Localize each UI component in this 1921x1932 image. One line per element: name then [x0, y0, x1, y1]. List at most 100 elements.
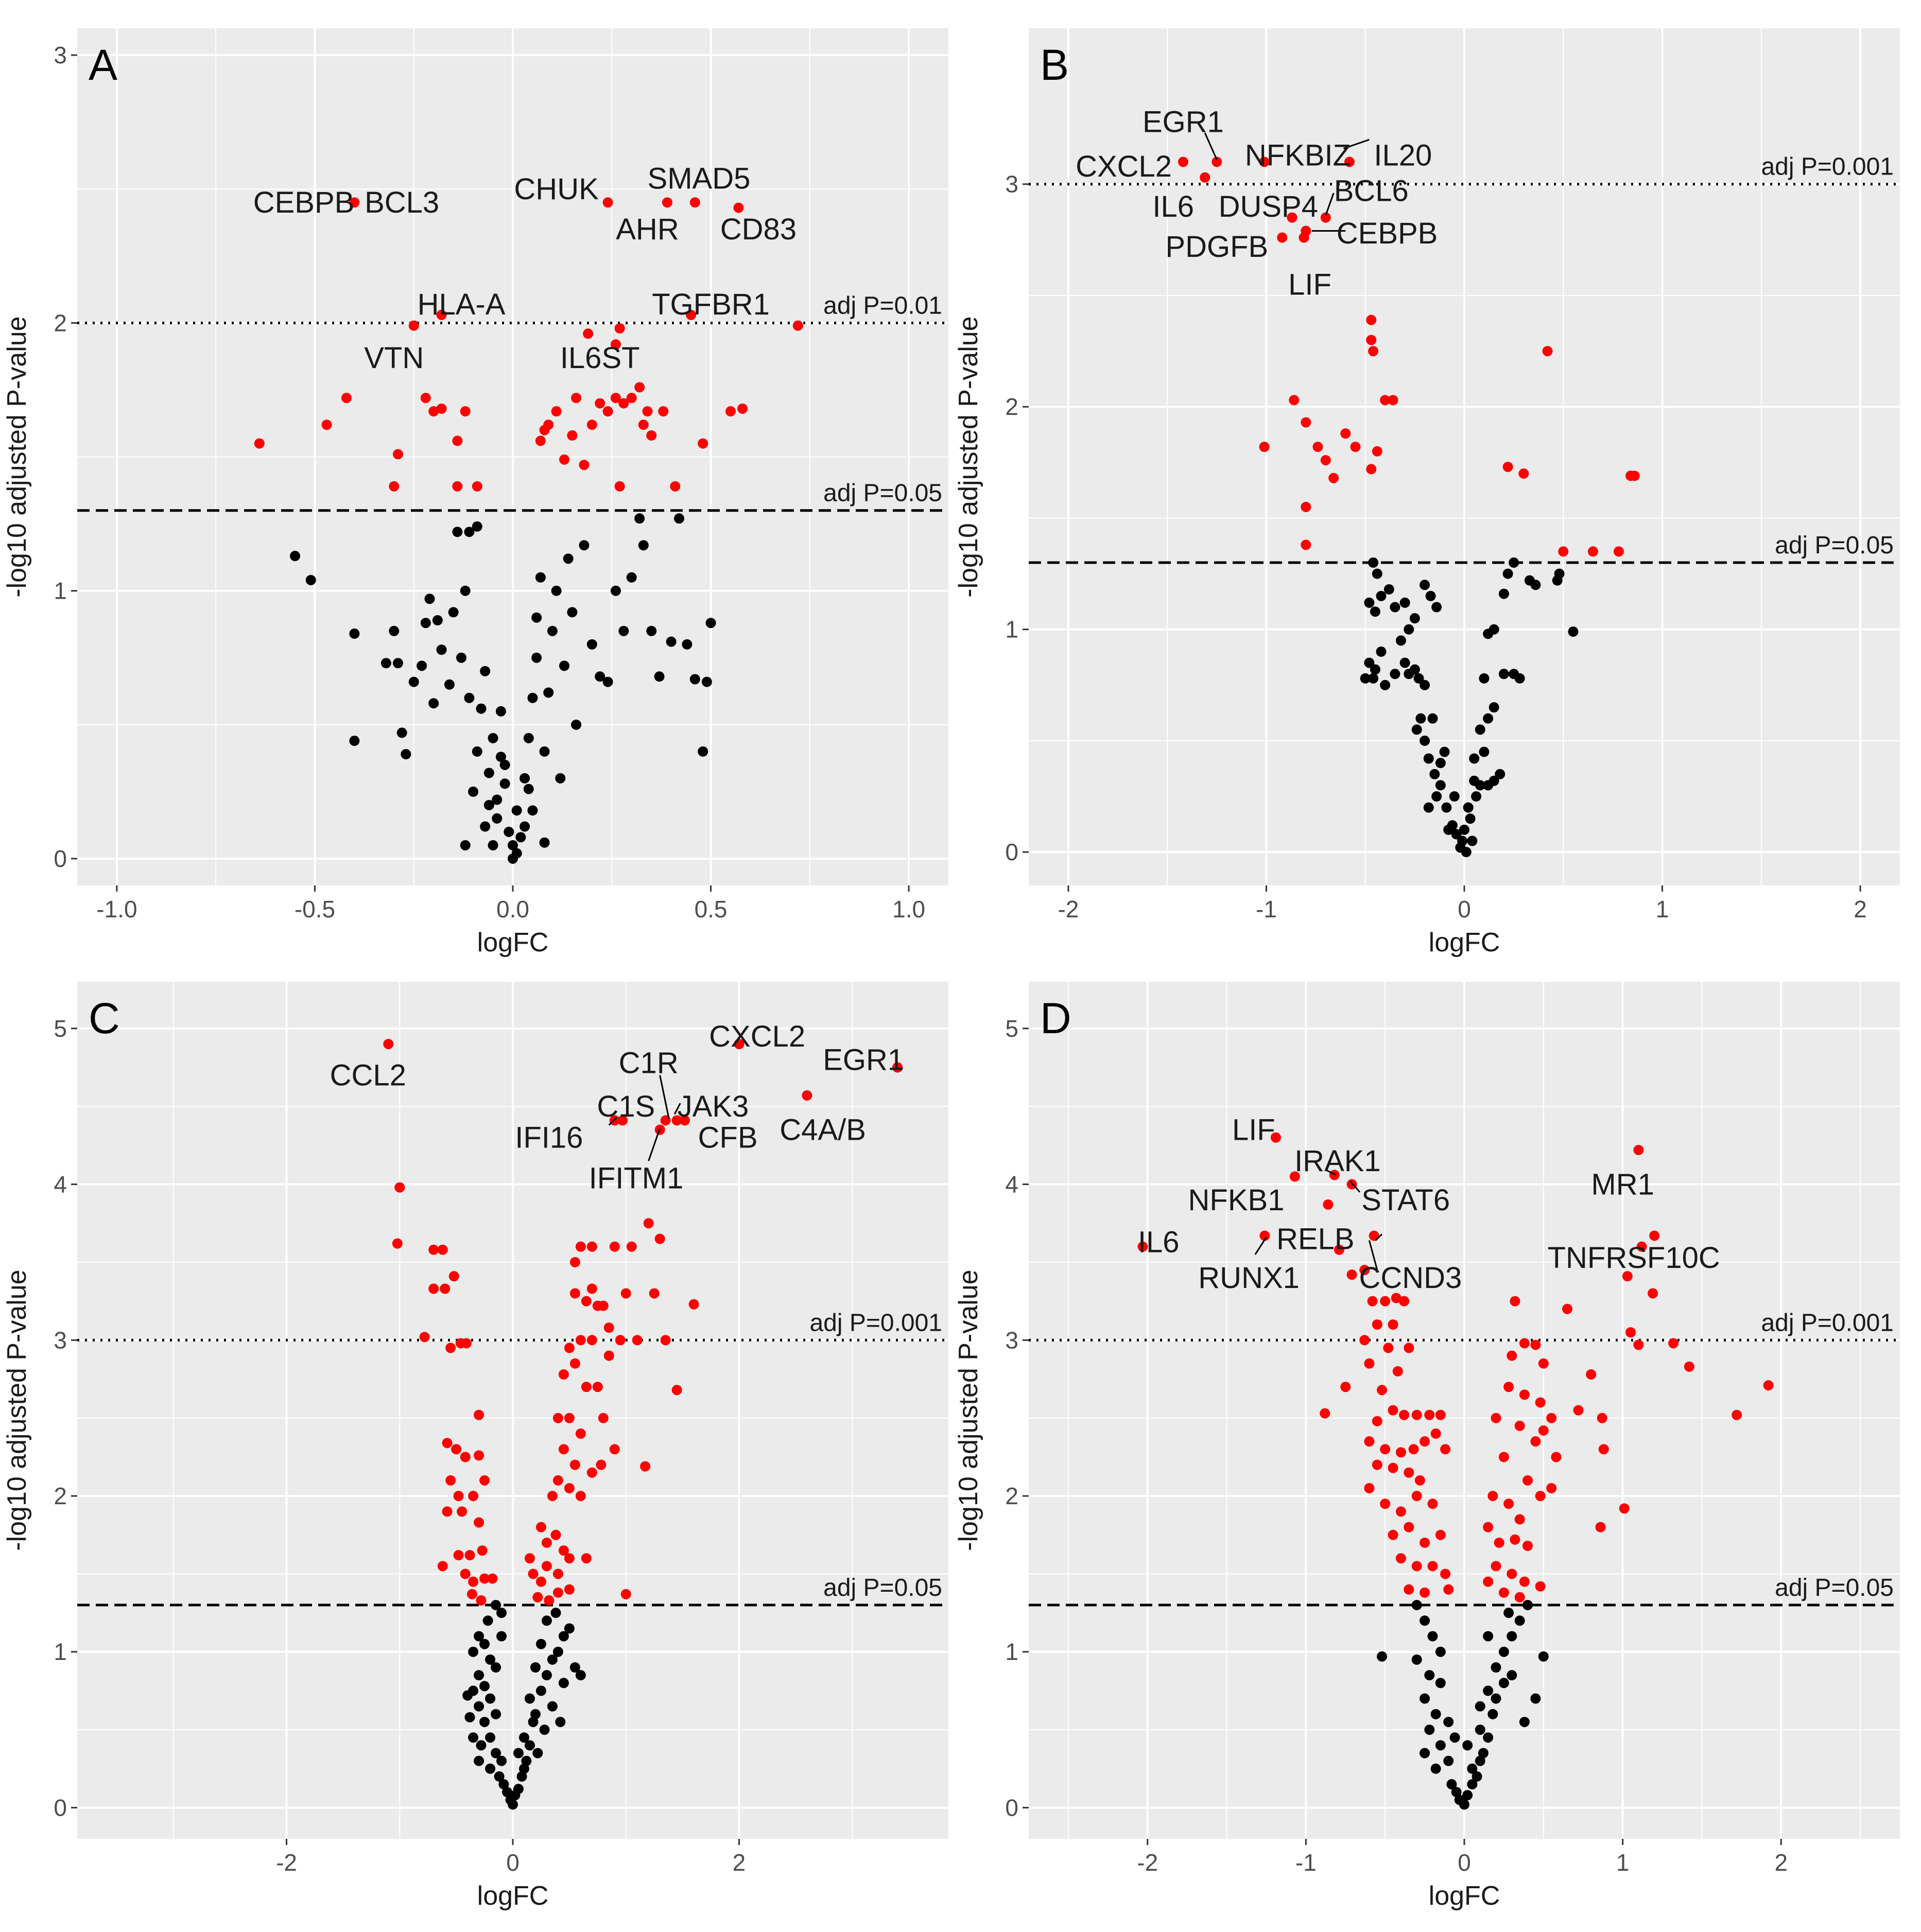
- nonsignificant-point: [476, 703, 487, 714]
- nonsignificant-point: [1435, 780, 1446, 791]
- significant-point: [1399, 1296, 1410, 1307]
- significant-point: [586, 1467, 597, 1478]
- significant-point: [254, 438, 265, 449]
- label-leader-line: [673, 1103, 681, 1115]
- x-tick-label: 1: [1656, 896, 1669, 923]
- significant-point: [598, 1413, 609, 1423]
- significant-point: [642, 406, 653, 417]
- nonsignificant-point: [547, 1701, 558, 1712]
- nonsignificant-point: [701, 676, 712, 687]
- significant-point: [1443, 1584, 1454, 1595]
- nonsignificant-point: [1465, 813, 1476, 824]
- significant-point: [670, 481, 681, 492]
- significant-point: [524, 1553, 535, 1564]
- significant-point: [1340, 1382, 1351, 1393]
- significant-point: [689, 197, 700, 208]
- nonsignificant-point: [508, 1799, 518, 1810]
- nonsignificant-point: [1411, 1654, 1422, 1665]
- significant-point: [532, 1592, 543, 1603]
- significant-point: [1542, 346, 1553, 357]
- nonsignificant-point: [552, 1646, 563, 1657]
- nonsignificant-point: [1498, 588, 1509, 599]
- significant-point: [1507, 1569, 1517, 1579]
- nonsignificant-point: [432, 615, 443, 625]
- nonsignificant-point: [1390, 602, 1400, 613]
- nonsignificant-point: [1498, 1678, 1509, 1689]
- nonsignificant-point: [498, 1779, 509, 1790]
- significant-point: [581, 1553, 592, 1564]
- significant-point: [1487, 1491, 1498, 1501]
- panel-letter: B: [1040, 41, 1069, 89]
- nonsignificant-point: [495, 752, 506, 762]
- significant-point: [1377, 1385, 1388, 1396]
- gene-label: C4A/B: [780, 1113, 866, 1147]
- threshold-label: adj P=0.01: [823, 292, 942, 319]
- threshold-label: adj P=0.001: [1761, 153, 1894, 181]
- significant-point: [1522, 1475, 1533, 1486]
- significant-point: [1587, 546, 1598, 557]
- nonsignificant-point: [485, 1654, 496, 1665]
- nonsignificant-point: [464, 527, 475, 537]
- significant-point: [452, 481, 463, 492]
- nonsignificant-point: [539, 746, 550, 757]
- significant-point: [1503, 1499, 1514, 1509]
- nonsignificant-point: [527, 805, 538, 816]
- nonsignificant-point: [1472, 1771, 1482, 1782]
- nonsignificant-point: [1495, 769, 1505, 779]
- nonsignificant-point: [491, 1599, 501, 1610]
- significant-point: [451, 1444, 462, 1455]
- x-tick-label: -0.5: [295, 896, 335, 923]
- significant-point: [541, 1561, 552, 1572]
- significant-point: [1435, 1529, 1446, 1540]
- significant-point: [802, 1090, 812, 1101]
- gene-label: IRAK1: [1294, 1144, 1381, 1178]
- y-tick-label: 5: [54, 1015, 67, 1042]
- nonsignificant-point: [1507, 1670, 1517, 1681]
- significant-point: [733, 202, 744, 213]
- nonsignificant-point: [1483, 1732, 1494, 1743]
- gene-label: CD83: [720, 213, 797, 246]
- significant-point: [1558, 546, 1569, 557]
- significant-point: [1388, 1529, 1398, 1540]
- significant-point: [579, 460, 590, 471]
- significant-point: [596, 1459, 607, 1470]
- nonsignificant-point: [1380, 680, 1391, 690]
- nonsignificant-point: [1399, 597, 1410, 608]
- nonsignificant-point: [1451, 829, 1462, 840]
- gene-label: SMAD5: [648, 162, 751, 195]
- nonsignificant-point: [1415, 713, 1426, 724]
- nonsignificant-point: [654, 671, 665, 682]
- significant-point: [1344, 156, 1355, 167]
- significant-point: [1289, 1171, 1300, 1182]
- significant-point: [1595, 1522, 1606, 1533]
- nonsignificant-point: [474, 1701, 484, 1712]
- nonsignificant-point: [502, 1787, 513, 1798]
- significant-point: [460, 1569, 471, 1579]
- significant-point: [1359, 1335, 1370, 1346]
- significant-point: [1732, 1409, 1742, 1420]
- significant-point: [1633, 1339, 1644, 1350]
- nonsignificant-point: [1411, 724, 1422, 735]
- nonsignificant-point: [513, 1784, 524, 1795]
- significant-point: [640, 1461, 651, 1472]
- nonsignificant-point: [1423, 802, 1434, 813]
- nonsignificant-point: [1475, 1725, 1485, 1735]
- nonsignificant-point: [547, 1654, 558, 1665]
- label-leader-line: [659, 1075, 670, 1119]
- nonsignificant-point: [1478, 1748, 1489, 1759]
- nonsignificant-point: [516, 1771, 527, 1782]
- significant-point: [1404, 1522, 1414, 1533]
- panel-letter: C: [89, 994, 120, 1042]
- significant-point: [445, 1343, 456, 1353]
- y-axis-title: -log10 adjusted P-value: [2, 1269, 32, 1551]
- y-tick-label: 2: [1005, 393, 1018, 420]
- nonsignificant-point: [1446, 1779, 1457, 1790]
- significant-point: [603, 1322, 614, 1333]
- gene-label: IFI16: [515, 1121, 583, 1155]
- significant-point: [1372, 1459, 1382, 1470]
- nonsignificant-point: [571, 719, 582, 730]
- significant-point: [1388, 395, 1398, 406]
- x-axis-title: logFC: [477, 928, 549, 958]
- nonsignificant-point: [674, 513, 685, 524]
- nonsignificant-point: [535, 1639, 546, 1649]
